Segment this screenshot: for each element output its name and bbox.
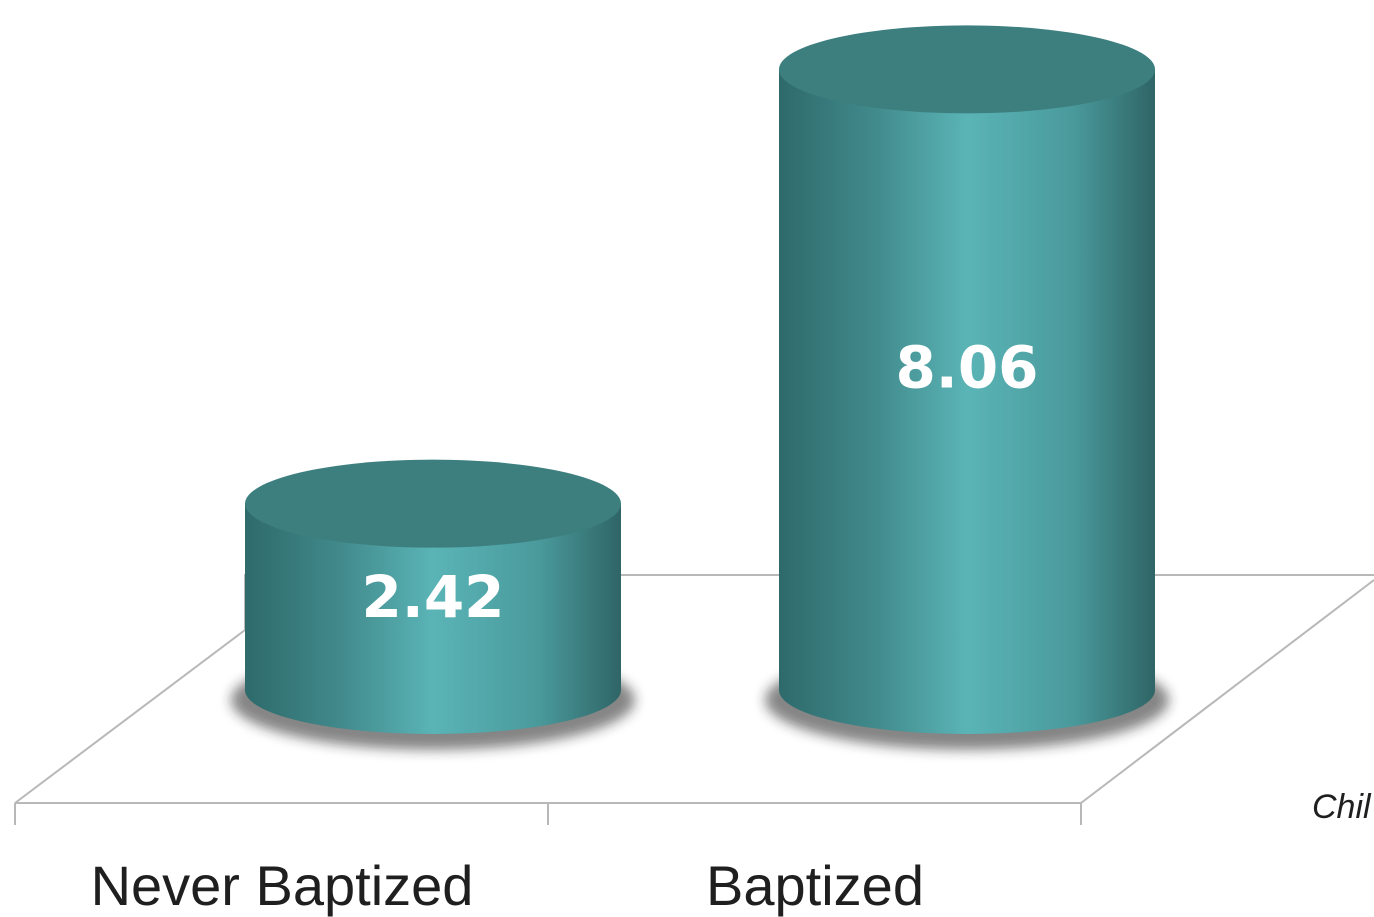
bar-never-baptized xyxy=(231,459,635,750)
bar-baptized xyxy=(765,25,1169,750)
data-label: 8.06 xyxy=(895,334,1038,402)
floor-left-edge xyxy=(14,629,246,804)
bars-layer xyxy=(231,25,1169,750)
data-label: 2.42 xyxy=(361,563,504,631)
bar-top-cap xyxy=(245,459,621,548)
labels-layer: 2.42 Never Baptized 8.06 Baptized xyxy=(91,334,1039,917)
bar-body xyxy=(779,69,1155,734)
floor-right-edge xyxy=(1080,579,1374,804)
bar-body xyxy=(245,503,621,734)
floor-plane xyxy=(14,574,1374,825)
corner-note-text: Chil xyxy=(1312,788,1372,826)
category-label: Never Baptized xyxy=(91,854,474,917)
category-label: Baptized xyxy=(706,854,924,917)
bar-top-cap xyxy=(779,25,1155,114)
